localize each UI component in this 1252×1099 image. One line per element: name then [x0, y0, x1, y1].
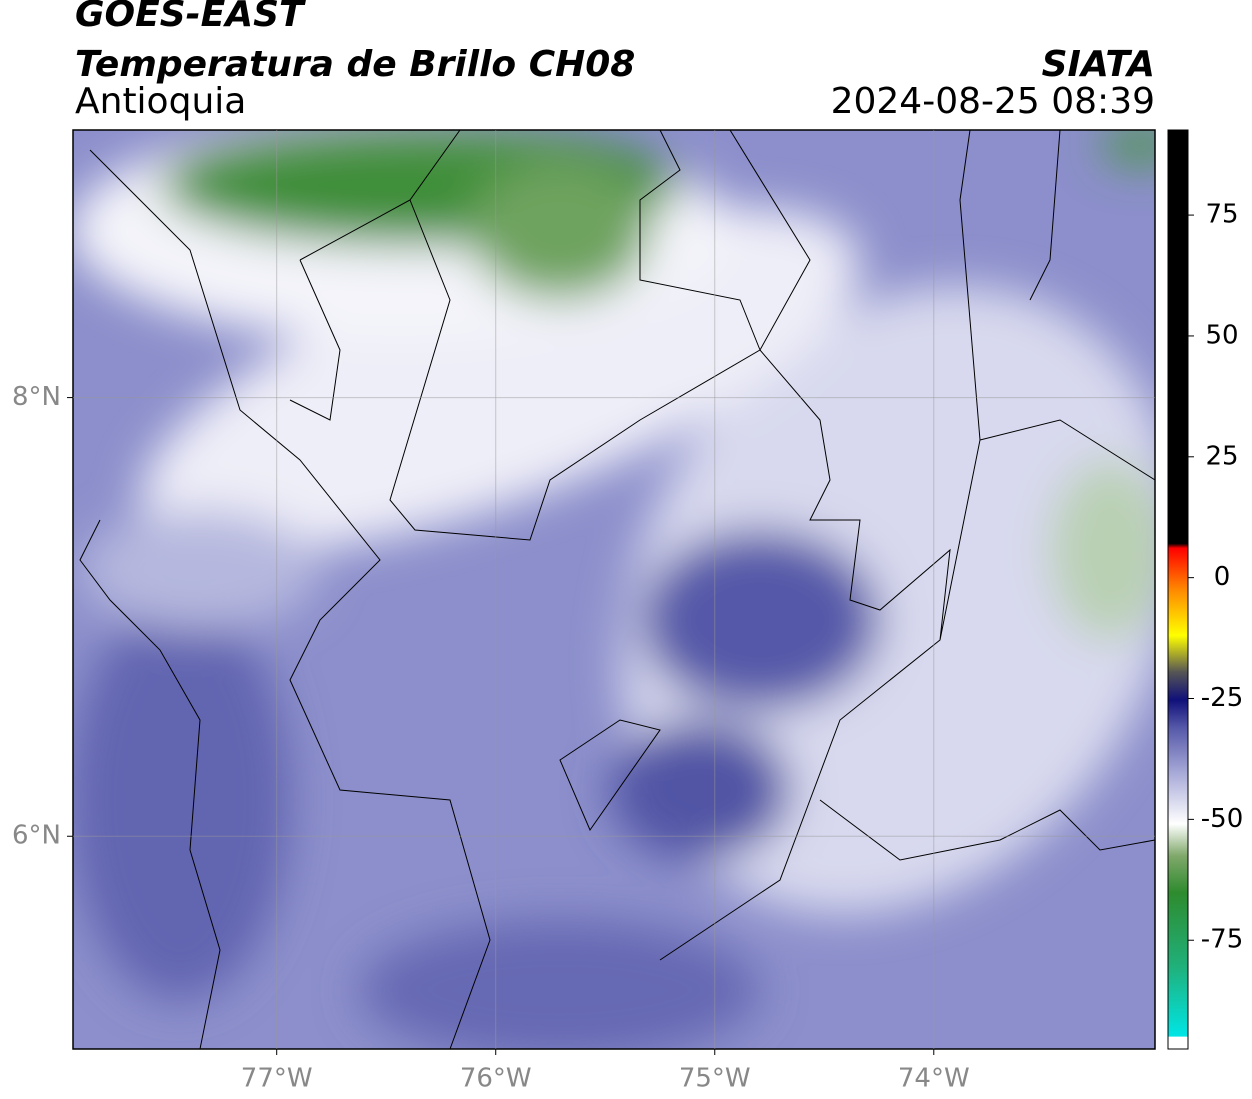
colorbar-tick-label: -75	[1201, 925, 1243, 955]
colorbar-tick-label: 0	[1214, 562, 1231, 592]
colorbar-tick-label: 25	[1205, 441, 1238, 471]
colorbar-tick-label: 75	[1205, 200, 1238, 230]
colorbar-tick-label: -25	[1201, 683, 1243, 713]
title: GOES-EAST	[75, 0, 306, 35]
region: Antioquia	[75, 81, 246, 122]
subtitle: Temperatura de Brillo CH08	[75, 44, 635, 85]
colorbar	[1167, 129, 1189, 1050]
y-tick-label: 8°N	[12, 382, 61, 412]
x-tick-label: 74°W	[898, 1064, 970, 1094]
y-tick-label: 6°N	[12, 821, 61, 851]
x-tick-label: 75°W	[679, 1064, 751, 1094]
x-tick-label: 77°W	[241, 1064, 313, 1094]
timestamp: 2024-08-25 08:39	[831, 81, 1155, 122]
x-tick-label: 76°W	[460, 1064, 532, 1094]
source: SIATA	[1042, 44, 1155, 85]
colorbar-tick-label: 50	[1205, 320, 1238, 350]
satellite-image	[73, 130, 1155, 1049]
colorbar-tick-label: -50	[1201, 804, 1243, 834]
map-frame	[72, 129, 1156, 1050]
